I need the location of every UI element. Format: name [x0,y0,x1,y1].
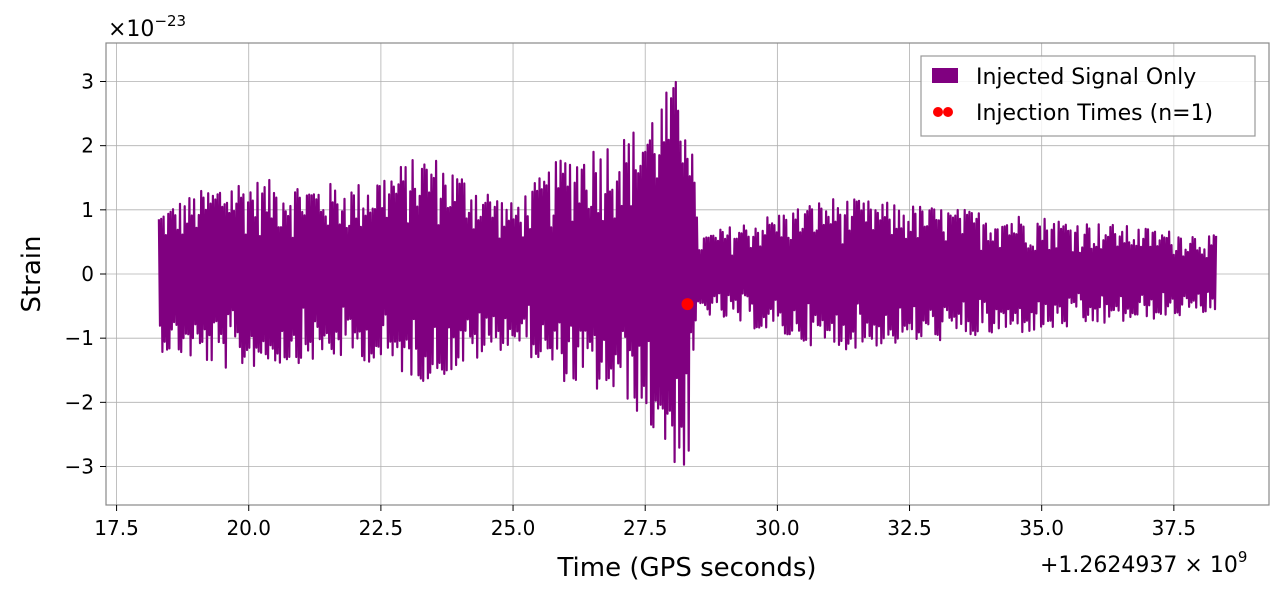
injected-signal-series [157,80,1218,466]
x-tick-label: 25.0 [491,516,536,540]
y-axis-label: Strain [17,235,47,312]
x-tick-label: 17.5 [94,516,139,540]
y-tick-label: 2 [81,134,94,158]
y-tick-label: −2 [65,390,94,414]
x-tick-label: 37.5 [1152,516,1197,540]
legend: Injected Signal Only Injection Times (n=… [920,55,1256,137]
y-tick-label: 1 [81,198,94,222]
x-tick-label: 20.0 [226,516,271,540]
y-multiplier-label: ×10−23 [108,12,186,42]
legend-injection-marker-2 [943,107,953,117]
signal-trace [157,80,1218,466]
y-tick-label: −1 [65,326,94,350]
legend-injection-label: Injection Times (n=1) [976,101,1213,126]
x-offset-label: +1.2624937 × 109 [1040,548,1247,578]
legend-signal-swatch [932,68,958,83]
ticks: 17.5 20.0 22.5 25.0 27.5 30.0 32.5 35.0 37.5 −3 −2… [65,70,1197,541]
y-tick-label: −3 [65,455,94,479]
legend-injection-marker-1 [933,107,943,117]
legend-signal-label: Injected Signal Only [976,65,1196,90]
injection-time-point [681,298,694,311]
x-axis-label: Time (GPS seconds) [556,553,816,583]
x-tick-label: 35.0 [1019,516,1064,540]
injection-times-series [681,298,694,311]
y-tick-label: 0 [81,262,94,286]
y-tick-label: 3 [81,70,94,94]
legend-box [920,55,1256,137]
x-tick-label: 30.0 [755,516,800,540]
x-tick-label: 22.5 [359,516,404,540]
x-tick-label: 27.5 [623,516,668,540]
x-tick-label: 32.5 [887,516,932,540]
